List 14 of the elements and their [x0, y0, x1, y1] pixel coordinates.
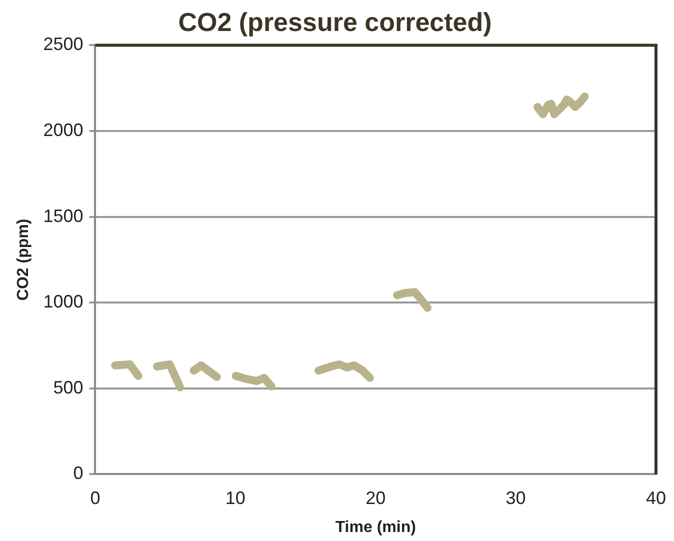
- chart-title: CO2 (pressure corrected): [178, 6, 492, 37]
- y-tick-label: 500: [53, 377, 84, 398]
- y-tick-label: 1500: [43, 206, 84, 226]
- y-tick-label: 0: [73, 463, 84, 484]
- x-tick-label: 30: [506, 488, 526, 508]
- x-axis-title: Time (min): [335, 518, 416, 536]
- y-tick-label: 2500: [43, 34, 84, 54]
- y-axis-title: CO2 (ppm): [15, 218, 32, 301]
- x-tick-label: 20: [366, 488, 386, 508]
- y-tick-label: 2000: [43, 120, 84, 140]
- x-tick-label: 0: [90, 488, 100, 508]
- y-tick-label: 1000: [43, 292, 84, 312]
- x-tick-label: 40: [646, 488, 666, 508]
- x-tick-label: 10: [225, 488, 246, 508]
